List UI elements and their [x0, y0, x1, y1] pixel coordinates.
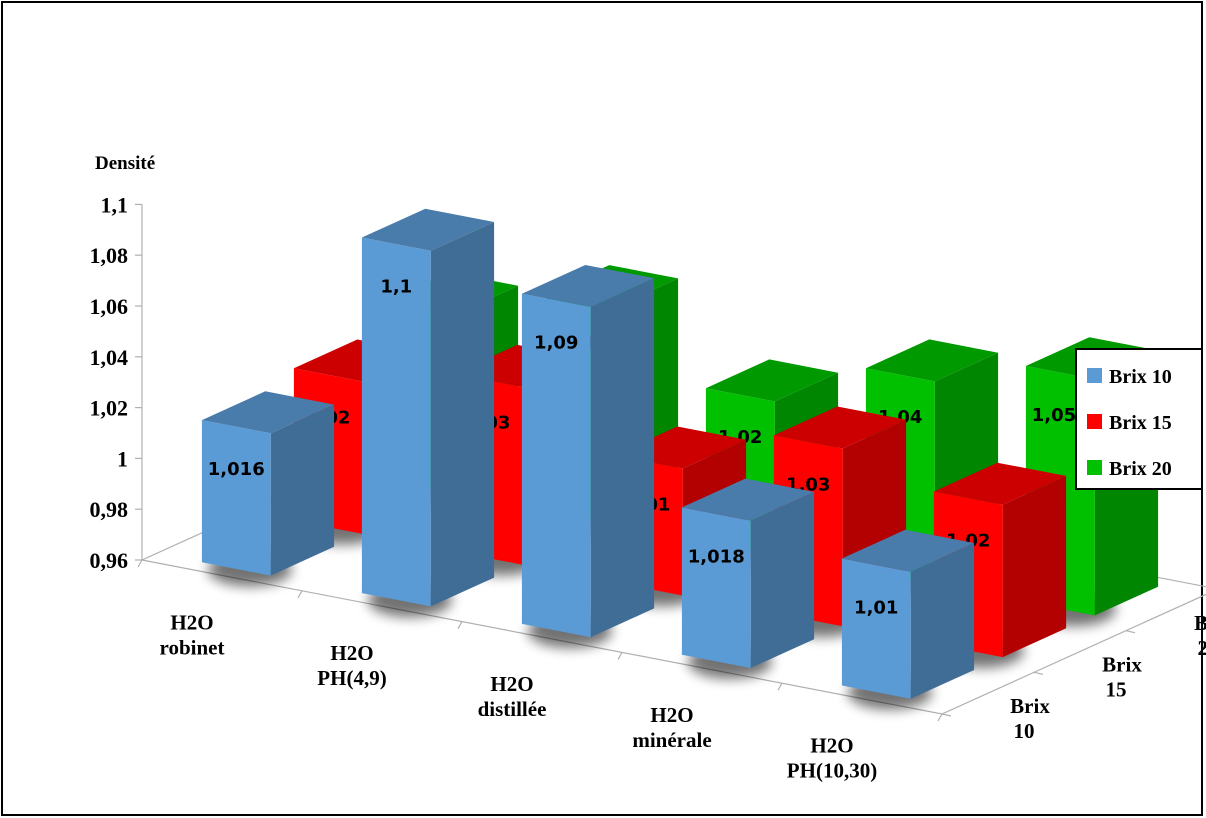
x-tick-mark: [617, 652, 623, 660]
depth-label: Brix 15: [1102, 653, 1142, 702]
bar-front-face: [841, 558, 911, 699]
bar: 1,018: [681, 478, 815, 668]
y-axis-title: Densité: [95, 153, 155, 174]
data-label: 1,1: [380, 277, 412, 298]
y-axis: 0,96 0,98 1 1,02 1,04 1,06 1,08 1,1: [90, 192, 143, 573]
category-labels: H2O robinet H2O PH(4,9) H2O distillée H2O minér…: [160, 610, 878, 782]
bar-front-face: [681, 507, 751, 668]
bar-front-face: [361, 237, 431, 607]
bar-front-face: [521, 293, 591, 638]
bar: 1,1: [361, 208, 495, 607]
bar-side-face: [1002, 475, 1067, 658]
category-label: H2O PH(4,9): [317, 641, 386, 690]
x-tick-mark: [457, 621, 463, 629]
depth-label: Brix 10: [1010, 694, 1050, 743]
y-tick-label: 1,04: [90, 345, 129, 370]
depth-tick-mark: [941, 713, 952, 717]
bars: 1,031,0451,021,041,0531,021,031,011,031,…: [201, 208, 1159, 699]
category-label: H2O distillée: [478, 672, 547, 721]
y-tick-label: 0,98: [90, 497, 129, 522]
depth-tick-mark: [1033, 671, 1044, 675]
legend-swatch: [1087, 414, 1102, 429]
bar-side-face: [590, 278, 655, 638]
bar: 1,09: [521, 265, 655, 638]
data-label: 1,018: [688, 546, 745, 567]
bar-side-face: [750, 491, 815, 668]
legend-label: Brix 15: [1109, 412, 1172, 434]
data-label: 1,053: [1032, 405, 1089, 426]
depth-tick-mark: [1125, 630, 1136, 634]
y-tick-label: 1: [117, 446, 128, 471]
legend: Brix 10 Brix 15 Brix 20: [1075, 348, 1203, 490]
y-tick-label: 0,96: [90, 548, 129, 573]
bar-top-face: [705, 359, 839, 402]
category-label: H2O robinet: [160, 610, 225, 659]
bar-top-face: [361, 208, 495, 251]
legend-swatch: [1087, 368, 1102, 383]
legend-swatch: [1087, 460, 1102, 475]
category-label: H2O PH(10,30): [787, 734, 877, 783]
y-tick-label: 1,08: [90, 243, 129, 268]
bar-side-face: [270, 404, 335, 576]
x-tick-mark: [777, 682, 783, 691]
x-tick-mark: [937, 713, 943, 722]
category-label: H2O minérale: [632, 703, 711, 752]
y-tick-label: 1,1: [101, 192, 129, 217]
data-label: 1,01: [854, 598, 898, 619]
bar-side-face: [910, 543, 975, 699]
data-label: 1,016: [208, 459, 265, 480]
bar-top-face: [865, 339, 999, 382]
bar-top-face: [933, 462, 1067, 505]
bar-side-face: [430, 222, 495, 607]
x-tick-mark: [297, 590, 303, 599]
bar-top-face: [521, 265, 655, 307]
bar: 1,01: [841, 529, 975, 699]
bar: 1,016: [201, 391, 335, 576]
x-tick-mark: [137, 559, 143, 568]
legend-label: Brix 20: [1109, 458, 1172, 480]
legend-label: Brix 10: [1109, 366, 1172, 388]
bar-top-face: [773, 406, 907, 449]
bar-front-face: [201, 420, 271, 576]
bar-top-face: [681, 478, 815, 521]
y-tick-label: 1,06: [90, 294, 129, 319]
y-tick-label: 1,02: [90, 396, 129, 421]
bar-top-face: [841, 529, 975, 572]
bar-top-face: [201, 391, 335, 434]
data-label: 1,09: [534, 333, 578, 354]
